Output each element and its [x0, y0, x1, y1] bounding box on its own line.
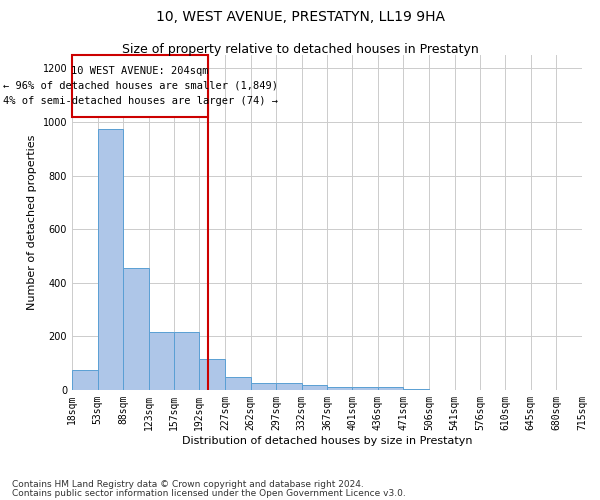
X-axis label: Distribution of detached houses by size in Prestatyn: Distribution of detached houses by size … — [182, 436, 472, 446]
Bar — [98, 128, 123, 390]
Bar — [403, 388, 429, 390]
Y-axis label: Number of detached properties: Number of detached properties — [27, 135, 37, 310]
Text: 10, WEST AVENUE, PRESTATYN, LL19 9HA: 10, WEST AVENUE, PRESTATYN, LL19 9HA — [155, 10, 445, 24]
Text: Contains HM Land Registry data © Crown copyright and database right 2024.: Contains HM Land Registry data © Crown c… — [12, 480, 364, 489]
Bar — [352, 388, 378, 390]
Bar — [174, 332, 199, 390]
Bar — [378, 388, 403, 390]
Text: 10 WEST AVENUE: 204sqm
← 96% of detached houses are smaller (1,849)
4% of semi-d: 10 WEST AVENUE: 204sqm ← 96% of detached… — [2, 66, 278, 106]
Bar — [328, 388, 352, 390]
Bar — [302, 384, 328, 390]
Text: Size of property relative to detached houses in Prestatyn: Size of property relative to detached ho… — [122, 42, 478, 56]
Bar — [123, 268, 149, 390]
Bar — [225, 376, 251, 390]
Bar — [276, 384, 302, 390]
Bar — [251, 384, 276, 390]
Bar — [72, 370, 98, 390]
Bar — [199, 359, 225, 390]
Text: Contains public sector information licensed under the Open Government Licence v3: Contains public sector information licen… — [12, 490, 406, 498]
Bar — [149, 332, 174, 390]
FancyBboxPatch shape — [72, 55, 208, 116]
